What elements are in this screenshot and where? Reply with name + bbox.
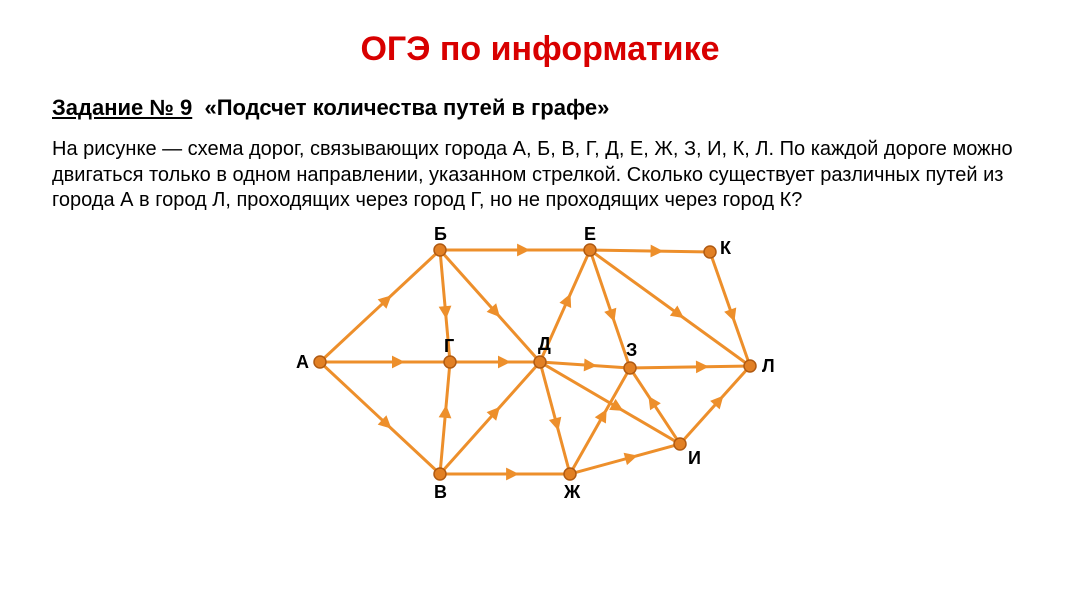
svg-text:И: И [688,448,701,468]
svg-text:Л: Л [762,356,775,376]
svg-text:Ж: Ж [563,482,581,502]
page-title: ОГЭ по информатике [52,30,1028,69]
task-text: На рисунке — схема дорог, связывающих го… [52,137,1028,214]
task-label: Задание № 9 [52,95,192,120]
svg-text:Г: Г [444,336,454,356]
graph-diagram: А Б В Г Д Е Ж З И К Л [280,222,800,502]
svg-text:Е: Е [584,224,596,244]
task-heading: Задание № 9 «Подсчет количества путей в … [52,95,1028,121]
svg-text:З: З [626,340,637,360]
graph-container: А Б В Г Д Е Ж З И К Л [280,222,800,502]
svg-text:Б: Б [434,224,447,244]
svg-text:А: А [296,352,309,372]
page: ОГЭ по информатике Задание № 9 «Подсчет … [0,0,1080,608]
task-name: «Подсчет количества путей в графе» [204,95,609,120]
svg-text:Д: Д [538,334,551,354]
svg-text:К: К [720,238,732,258]
svg-text:В: В [434,482,447,502]
